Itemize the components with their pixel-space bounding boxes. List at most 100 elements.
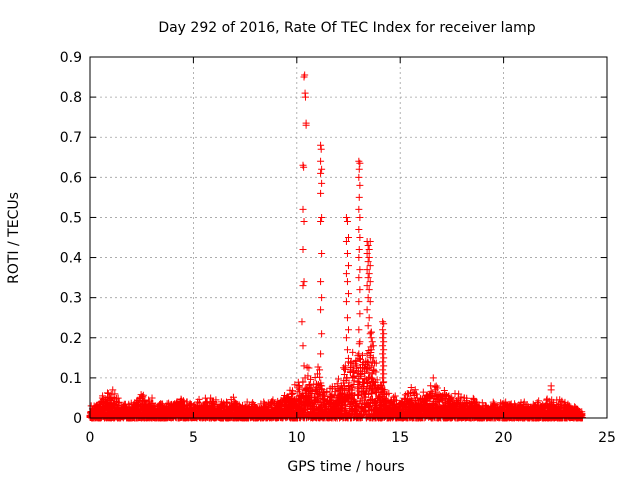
data-point	[412, 390, 420, 398]
data-point	[364, 359, 372, 367]
data-point	[363, 266, 371, 274]
data-point	[393, 396, 401, 404]
data-point	[473, 398, 481, 406]
data-point	[328, 390, 336, 398]
data-point	[343, 346, 351, 354]
data-point	[407, 384, 415, 392]
data-point	[342, 213, 350, 221]
x-axis-label: GPS time / hours	[287, 459, 404, 475]
data-point	[104, 389, 112, 397]
data-point	[368, 358, 376, 366]
data-point	[355, 355, 363, 363]
data-point	[372, 359, 380, 367]
data-point	[111, 390, 119, 398]
data-point	[317, 217, 325, 225]
data-point	[380, 362, 388, 370]
data-point	[90, 402, 98, 410]
x-tick-label: 10	[288, 430, 306, 446]
data-point	[317, 381, 325, 389]
data-points	[86, 71, 586, 422]
data-point	[380, 320, 388, 328]
data-point	[355, 254, 363, 262]
data-point	[419, 388, 427, 396]
data-point	[317, 145, 325, 153]
data-point	[133, 402, 141, 410]
data-point	[356, 266, 364, 274]
data-point	[380, 354, 388, 362]
x-tick-label: 20	[495, 430, 513, 446]
data-point	[366, 262, 374, 270]
data-point	[380, 346, 388, 354]
data-point	[364, 294, 372, 302]
data-point	[380, 338, 388, 346]
y-tick-label: 0.3	[60, 291, 82, 307]
data-point	[380, 330, 388, 338]
data-point	[289, 390, 297, 398]
data-point	[341, 365, 349, 373]
x-tick-label: 25	[598, 430, 616, 446]
data-point	[378, 382, 386, 390]
data-point	[243, 398, 251, 406]
data-point	[323, 388, 331, 396]
data-point	[379, 326, 387, 334]
data-point	[363, 282, 371, 290]
data-point	[431, 386, 439, 394]
data-point	[367, 334, 375, 342]
data-point	[456, 396, 464, 404]
data-point	[355, 165, 363, 173]
data-point	[321, 393, 329, 401]
data-point	[363, 350, 371, 358]
y-tick-label: 0.9	[60, 50, 82, 66]
data-point	[365, 314, 373, 322]
data-point	[367, 362, 375, 370]
data-point	[302, 119, 310, 127]
data-point	[385, 389, 393, 397]
data-point	[381, 386, 389, 394]
data-point	[469, 394, 477, 402]
data-point	[334, 375, 342, 383]
data-point	[520, 398, 528, 406]
data-point	[301, 71, 309, 79]
data-point	[366, 330, 374, 338]
data-point	[280, 394, 288, 402]
data-point	[314, 363, 322, 371]
data-point	[391, 392, 399, 400]
data-point	[363, 306, 371, 314]
data-point	[139, 391, 147, 399]
data-point	[318, 165, 326, 173]
data-point	[367, 346, 375, 354]
y-axis-label: ROTI / TECUs	[6, 192, 22, 284]
data-point	[300, 217, 308, 225]
data-point	[379, 358, 387, 366]
data-point	[366, 298, 374, 306]
data-point	[355, 298, 363, 306]
data-point	[343, 314, 351, 322]
data-point	[355, 246, 363, 254]
data-point	[364, 274, 372, 282]
data-point	[222, 398, 230, 406]
chart-title: Day 292 of 2016, Rate Of TEC Index for r…	[158, 20, 535, 36]
data-point	[355, 350, 363, 358]
data-point	[379, 334, 387, 342]
data-point	[318, 294, 326, 302]
data-point	[345, 358, 352, 366]
data-point	[429, 374, 437, 382]
data-point	[317, 169, 325, 177]
data-point	[303, 363, 311, 371]
data-point	[260, 398, 268, 406]
data-point	[365, 286, 373, 294]
data-point	[299, 342, 307, 350]
data-point	[301, 374, 309, 382]
data-point	[106, 395, 114, 403]
data-point	[365, 254, 373, 262]
data-point	[428, 389, 436, 397]
data-point	[342, 270, 350, 278]
data-point	[355, 274, 363, 282]
y-tick-label: 0.5	[60, 210, 82, 226]
grid-lines	[90, 57, 607, 418]
data-point	[447, 394, 455, 402]
data-point	[347, 366, 355, 374]
data-point	[300, 362, 308, 370]
data-point	[356, 338, 364, 346]
data-point	[163, 400, 171, 408]
